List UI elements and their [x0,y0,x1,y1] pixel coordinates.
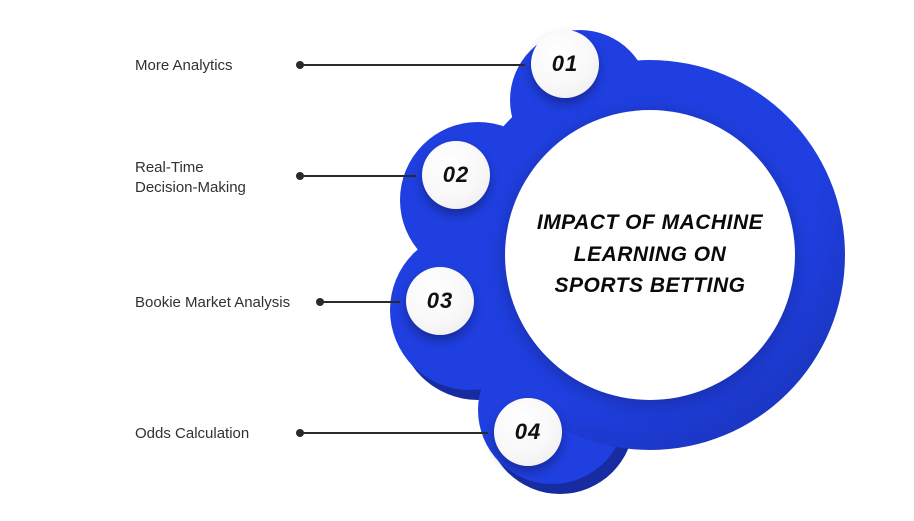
label-2: Real-TimeDecision-Making [135,158,246,199]
number-3: 03 [427,288,453,314]
title-line-1: Impact of Machine [517,207,783,239]
number-circle-1: 01 [531,30,599,98]
number-circle-2: 02 [422,141,490,209]
number-circle-3: 03 [406,267,474,335]
connector-1 [300,64,525,66]
number-circle-4: 04 [494,398,562,466]
infographic-stage: Impact of Machine Learning on Sports Bet… [0,0,914,521]
number-1: 01 [552,51,578,77]
label-4: Odds Calculation [135,424,249,444]
label-3: Bookie Market Analysis [135,293,290,313]
title-line-2: Learning on [517,239,783,271]
number-4: 04 [515,419,541,445]
connector-2 [300,175,416,177]
title-line-3: Sports Betting [517,270,783,302]
number-2: 02 [443,162,469,188]
connector-4 [300,432,488,434]
connector-3 [320,301,400,303]
center-title: Impact of Machine Learning on Sports Bet… [517,207,783,302]
label-1: More Analytics [135,56,233,76]
